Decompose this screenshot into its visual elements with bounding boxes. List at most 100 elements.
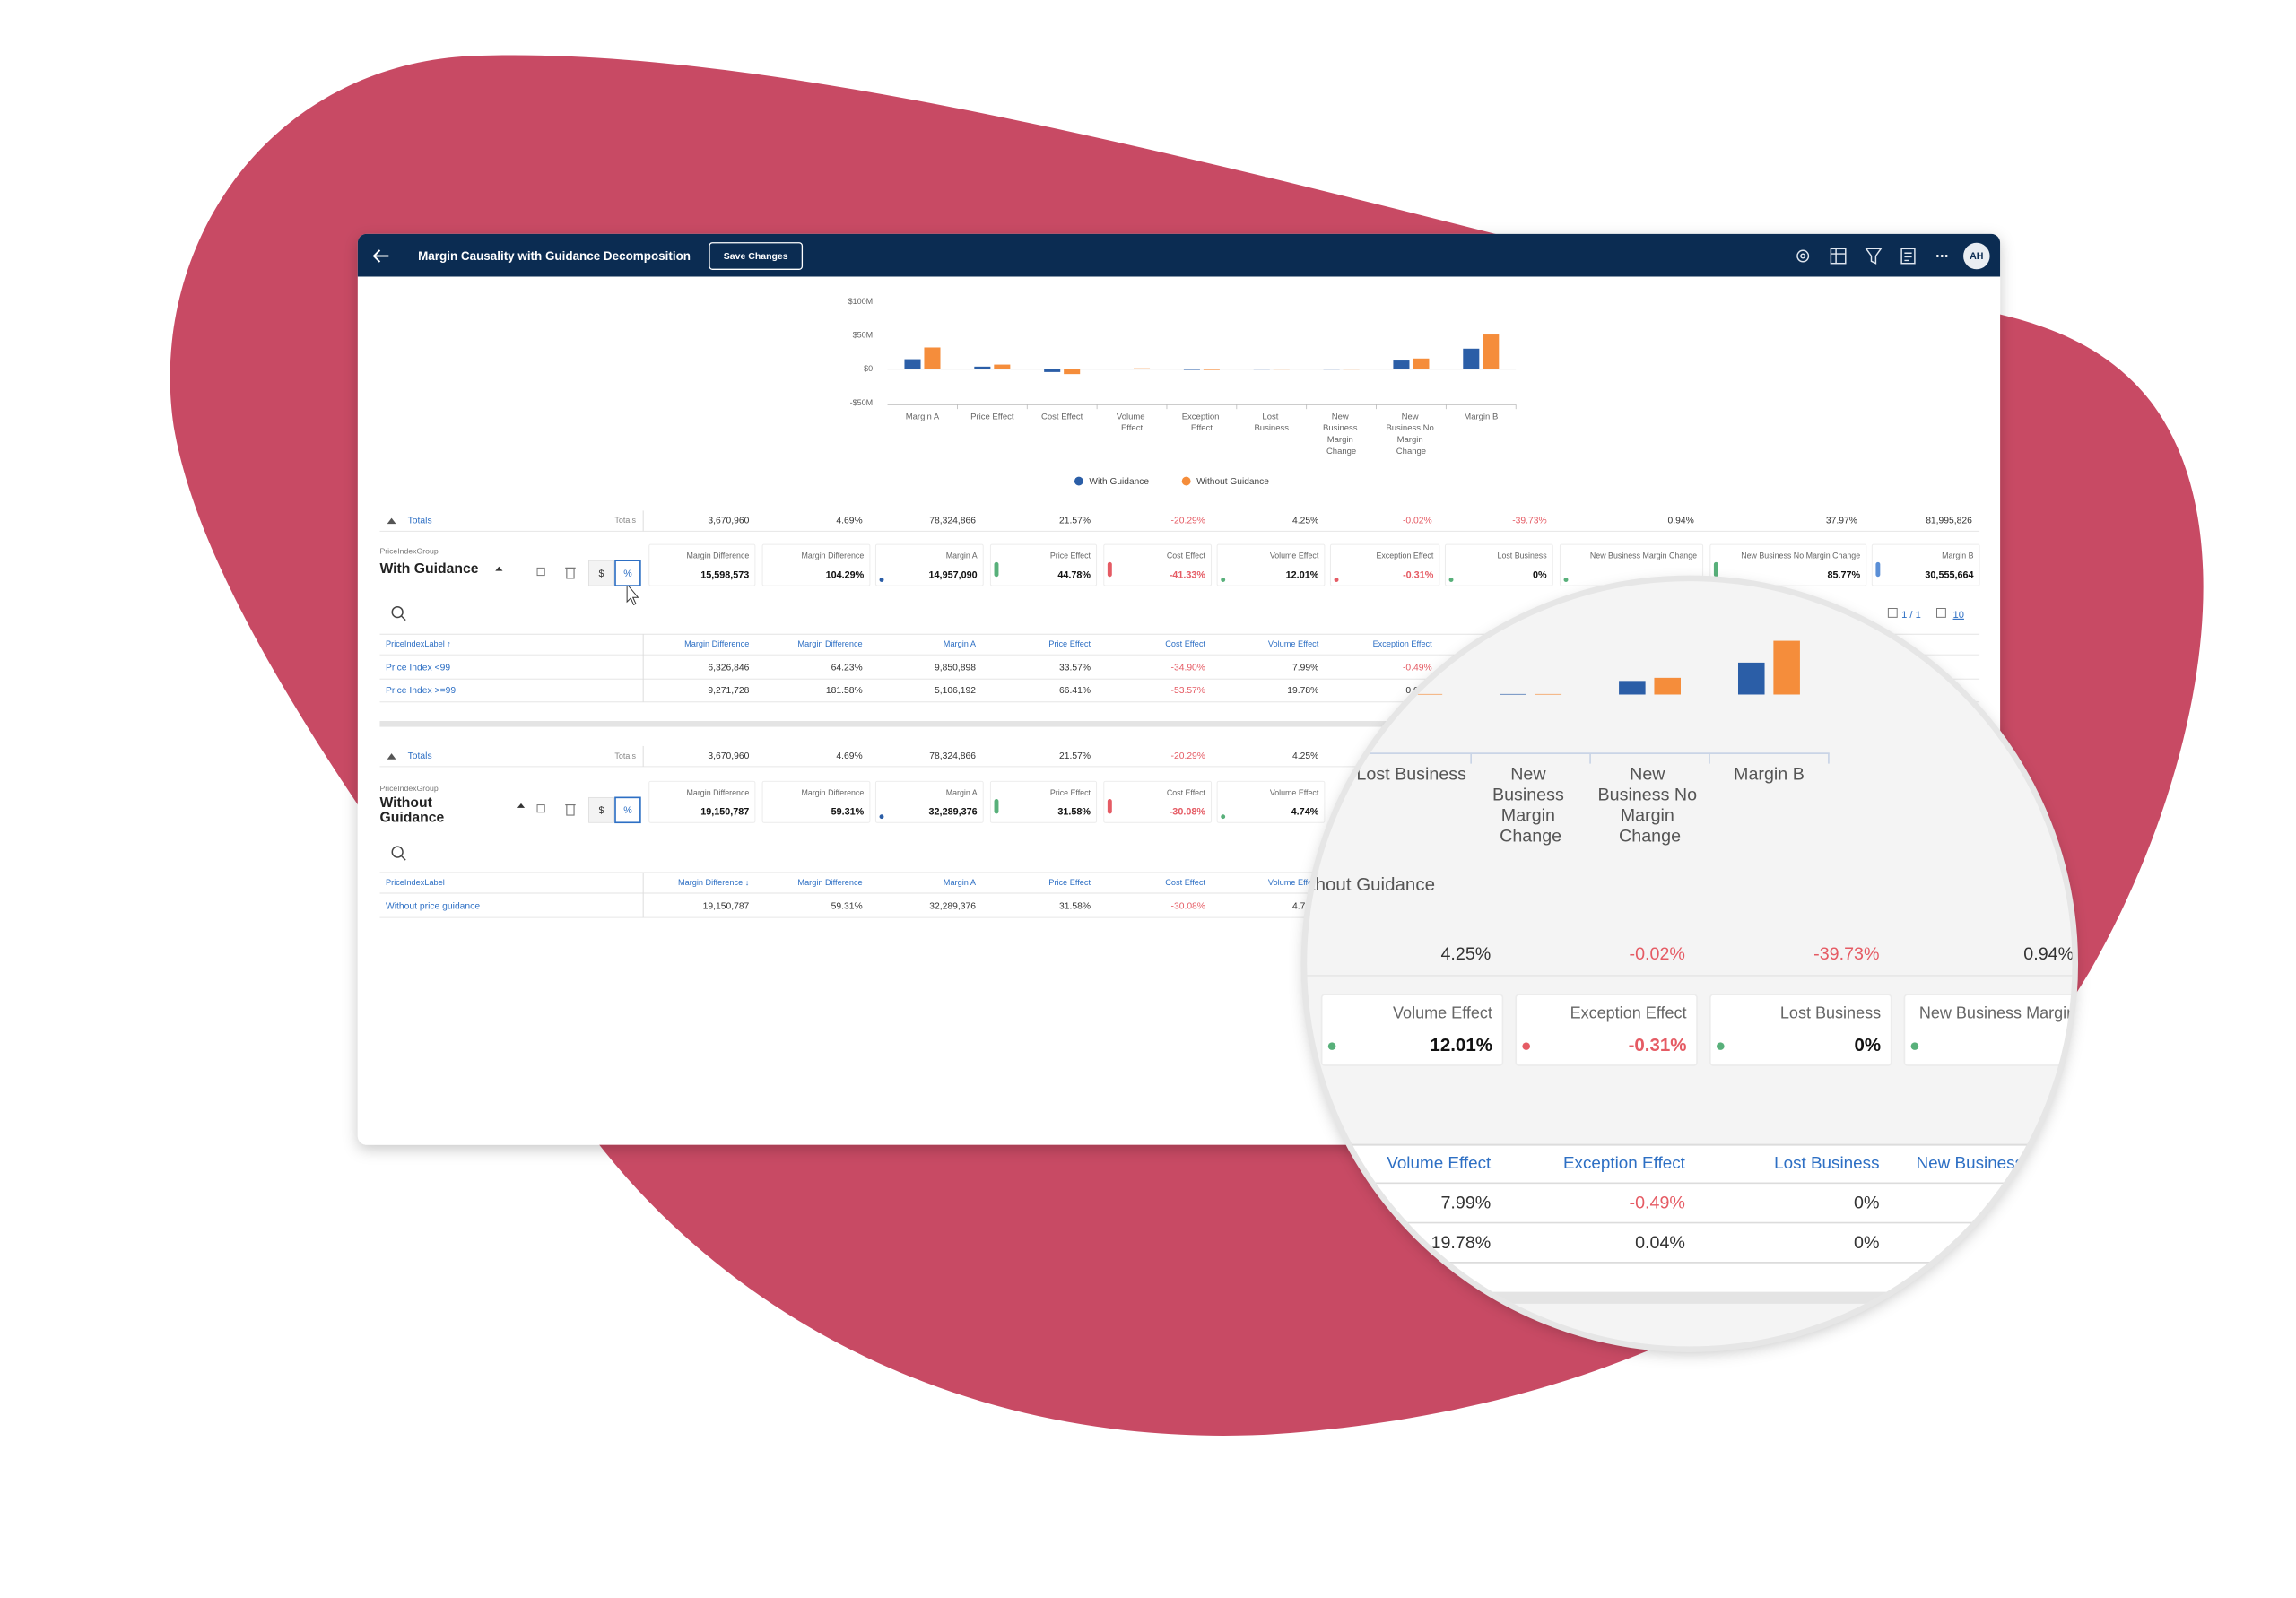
table-header[interactable]: PriceIndexLabel	[386, 878, 445, 887]
unit-button-label[interactable]: %	[623, 569, 632, 579]
table-header[interactable]: Exception Effect	[1373, 639, 1433, 648]
table-header[interactable]: Price Effect	[1048, 878, 1091, 887]
unit-button[interactable]	[614, 796, 641, 824]
magnifier-rim	[1300, 575, 2079, 1352]
group-field-label: PriceIndexGroup	[379, 547, 438, 556]
delete-icon[interactable]	[565, 567, 576, 579]
page-size[interactable]: 10	[1953, 610, 1964, 621]
unit-button-label[interactable]: $	[598, 805, 604, 816]
back-button[interactable]	[372, 249, 389, 263]
copy-icon[interactable]	[536, 567, 545, 577]
x-tick-label: Lost Business	[1356, 765, 1466, 785]
bar	[1203, 369, 1220, 370]
kpi-indicator	[1448, 578, 1454, 582]
total-value: -39.73%	[1512, 517, 1546, 526]
table-header[interactable]: Margin Difference ↓	[678, 878, 749, 887]
filter-icon[interactable]	[1865, 248, 1883, 265]
table-header[interactable]: Exception Effect	[1563, 1153, 1686, 1172]
more-dot[interactable]	[1944, 255, 1948, 257]
unit-button-label[interactable]: $	[598, 569, 604, 579]
table-header[interactable]: Margin Difference	[684, 639, 749, 648]
kpi-indicator	[1563, 578, 1569, 582]
sort-caret[interactable]	[495, 566, 503, 571]
unit-button-label[interactable]: %	[623, 805, 632, 816]
cell-value: 0%	[1854, 1233, 1879, 1253]
kpi-label: Margin Difference	[802, 788, 865, 797]
row-label[interactable]: Price Index <99	[386, 664, 450, 673]
legend-label: With Guidance	[1089, 477, 1149, 487]
table-header[interactable]: Price Effect	[1048, 639, 1091, 648]
cell-value: 19.78%	[1431, 1233, 1492, 1253]
kpi-card	[874, 780, 984, 823]
settings-icon[interactable]	[1796, 249, 1810, 263]
search-icon-handle	[400, 855, 406, 861]
row-label[interactable]: Without price guidance	[386, 902, 480, 912]
kpi-indicator	[879, 578, 884, 582]
cell-value: -53.57%	[1171, 686, 1205, 696]
table-header[interactable]: Volume Effect	[1387, 1153, 1492, 1172]
table-header[interactable]: Cost Effect	[1165, 639, 1205, 648]
copy-icon[interactable]	[536, 804, 545, 813]
group-name: With Guidance	[379, 561, 478, 577]
kpi-label: Volume Effect	[1270, 551, 1319, 560]
delete-icon[interactable]	[565, 803, 576, 816]
save-button[interactable]	[709, 242, 804, 270]
dashboard: -$50M $0 $50M $100M Margin A Price Effect Cost…	[379, 297, 1980, 918]
collapse-toggle[interactable]	[387, 753, 396, 760]
cell-value: 59.31%	[831, 902, 863, 912]
sort-caret[interactable]	[517, 803, 526, 808]
kpi-card	[1871, 543, 1980, 586]
row-label[interactable]: Price Index >=99	[386, 686, 456, 696]
table-header[interactable]: New Business	[1917, 1153, 2024, 1172]
search-icon[interactable]	[391, 605, 404, 619]
kpi-card	[1320, 994, 1504, 1066]
collapse-toggle[interactable]	[387, 517, 396, 525]
bar	[1413, 358, 1430, 369]
kpi-value: -30.08%	[1170, 807, 1206, 818]
search-icon[interactable]	[391, 846, 404, 858]
table-header[interactable]: Lost Business	[1774, 1153, 1879, 1172]
toolbar-icons	[1796, 248, 1916, 265]
total-value: -0.02%	[1403, 517, 1432, 526]
export-icon[interactable]	[1900, 248, 1916, 265]
total-value: 3,670,960	[708, 517, 749, 526]
avatar[interactable]	[1963, 242, 1990, 270]
kpi-label: Margin Difference	[687, 551, 750, 560]
more-dot[interactable]	[1940, 255, 1944, 257]
table-header[interactable]: PriceIndexLabel ↑	[386, 639, 451, 648]
cell-value: 0.04%	[1635, 1233, 1685, 1253]
table-header[interactable]: Volume Effect	[1268, 639, 1319, 648]
kpi-value: 32,289,376	[929, 807, 978, 818]
total-value: 21.57%	[1059, 751, 1091, 761]
page-size-icon	[1936, 608, 1946, 618]
group-separator	[379, 721, 1980, 727]
kpi-value: 0%	[1855, 1035, 1882, 1055]
cell-value: -0.49%	[1403, 664, 1432, 673]
legend-swatch	[1074, 476, 1083, 486]
unit-button[interactable]	[588, 560, 614, 586]
table-header[interactable]: Cost Effect	[1165, 878, 1205, 887]
more-dot[interactable]	[1935, 255, 1939, 257]
kpi-label: New Business Margin Change	[1919, 1003, 2137, 1021]
cell-value: 0%	[1854, 1193, 1879, 1212]
kpi-value: 31.58%	[1057, 807, 1091, 818]
table-header[interactable]: Margin Difference	[797, 878, 862, 887]
bar	[1535, 693, 1562, 695]
total-value: 78,324,866	[929, 751, 976, 761]
cell-value: 33.57%	[1059, 664, 1091, 673]
unit-button[interactable]	[588, 796, 614, 823]
kpi-label: Price Effect	[1050, 788, 1091, 797]
total-value: 4.25%	[1292, 751, 1318, 761]
y-tick-label: -$50M	[850, 398, 874, 407]
table-icon[interactable]	[1830, 248, 1847, 265]
table-header[interactable]: Margin Difference	[797, 639, 862, 648]
cell-value: 32,289,376	[929, 902, 976, 912]
save-button-label[interactable]: Save Changes	[724, 251, 788, 262]
table-header[interactable]: Margin A	[944, 878, 977, 887]
unit-button[interactable]	[614, 560, 641, 586]
table-header[interactable]: Volume Effect	[1268, 878, 1319, 887]
table-header[interactable]: Margin A	[944, 639, 977, 648]
kpi-value: -0.31%	[1629, 1035, 1687, 1055]
total-value: 4.25%	[1292, 517, 1318, 526]
totals-label: Totals	[408, 517, 432, 526]
